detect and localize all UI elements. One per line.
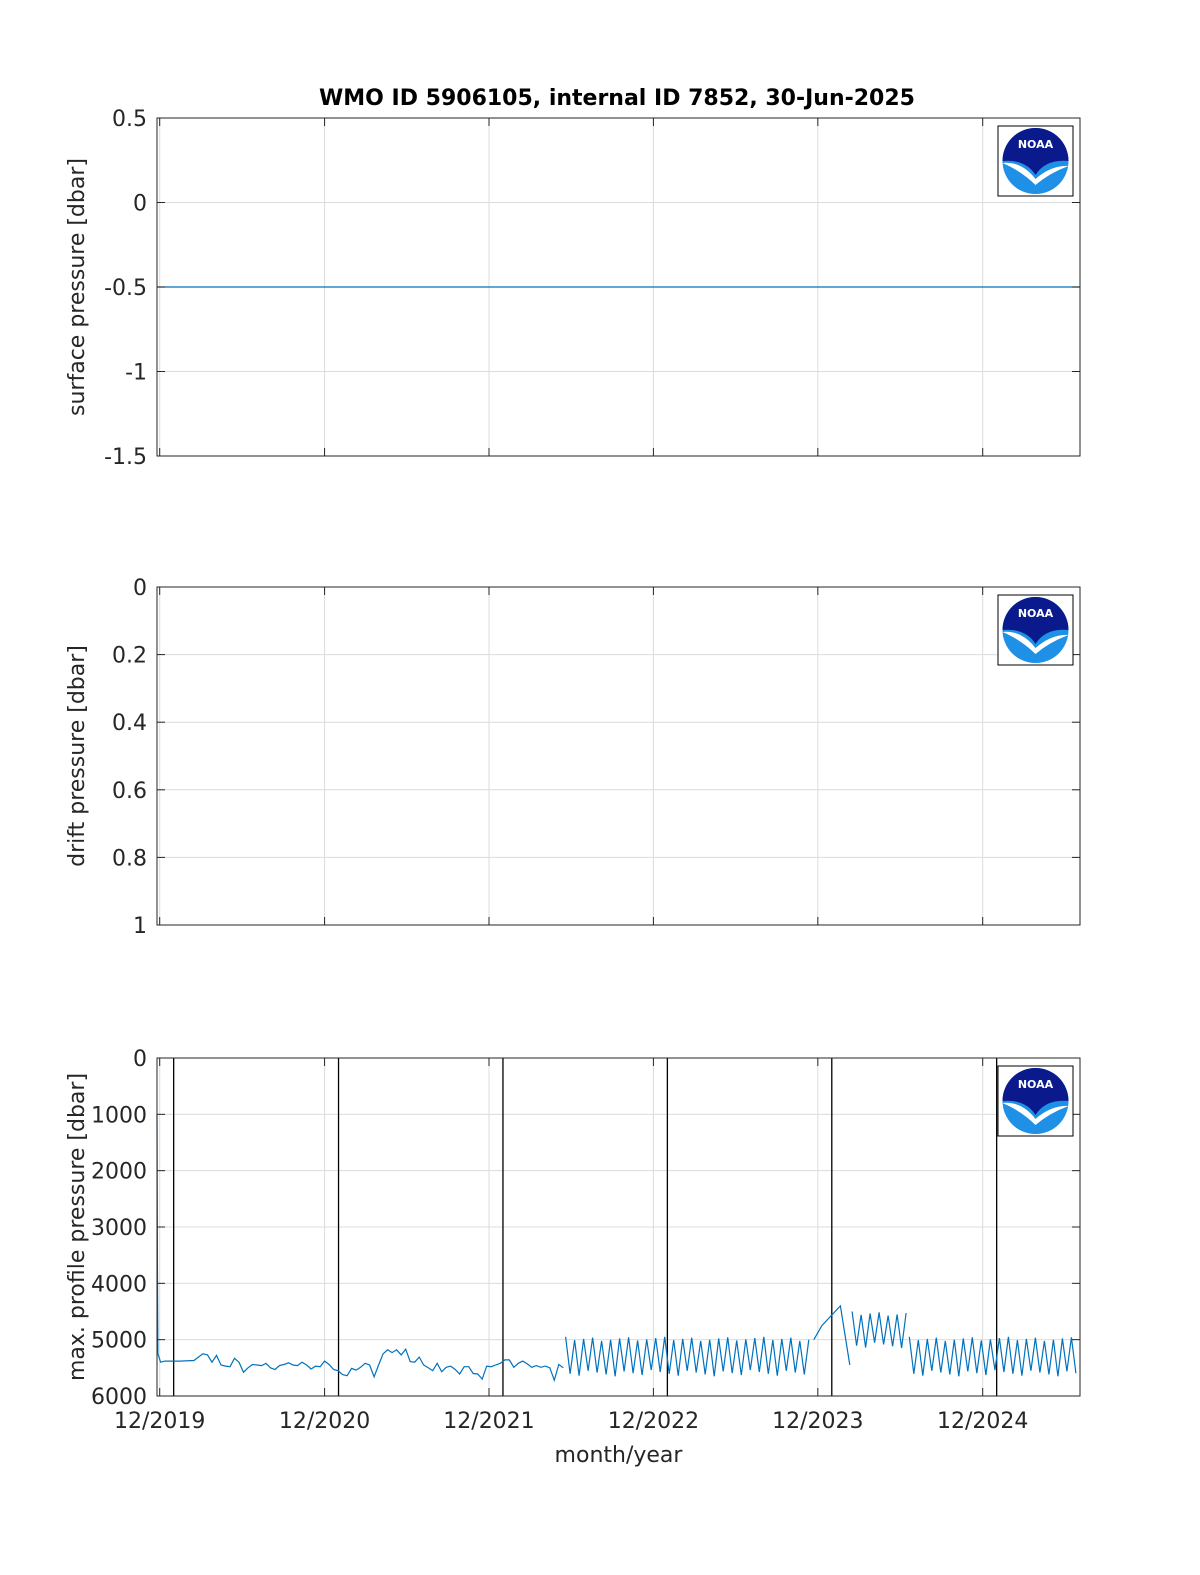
plot-frame [156, 117, 1081, 457]
series-line-dense [565, 1336, 810, 1377]
noaa-logo-icon: NOAA [997, 594, 1074, 666]
series-line-transition [813, 1304, 851, 1366]
noaa-logo-icon: NOAA [997, 125, 1074, 197]
y-tick-label: 0 [133, 1047, 147, 1072]
noaa-logo-text: NOAA [1018, 607, 1054, 620]
y-tick-label: 1 [133, 914, 147, 939]
y-tick-label: 0.2 [112, 644, 147, 669]
y-tick-label: 2000 [91, 1160, 147, 1185]
x-axis-label: month/year [555, 1443, 684, 1468]
series-line-dense [851, 1311, 907, 1349]
x-tick-label: 12/2020 [279, 1409, 370, 1434]
y-tick-label: -0.5 [104, 276, 147, 301]
x-tick-label: 12/2024 [937, 1409, 1028, 1434]
y-tick-label: 1000 [91, 1103, 147, 1128]
y-tick-label: 0.8 [112, 846, 147, 871]
y-tick-label: 0 [133, 576, 147, 601]
plot-frame [156, 586, 1081, 926]
y-tick-label: -1 [125, 361, 147, 386]
noaa-logo-text: NOAA [1018, 138, 1054, 151]
y-tick-label: 0.6 [112, 779, 147, 804]
y-tick-label: -1.5 [104, 445, 147, 470]
y-tick-label: 6000 [91, 1385, 147, 1410]
y-axis-label: surface pressure [dbar] [65, 158, 90, 416]
y-tick-label: 3000 [91, 1216, 147, 1241]
figure-title: WMO ID 5906105, internal ID 7852, 30-Jun… [319, 86, 915, 111]
x-tick-label: 12/2022 [608, 1409, 699, 1434]
x-tick-label: 12/2019 [114, 1409, 205, 1434]
y-axis-label: drift pressure [dbar] [65, 645, 90, 867]
y-tick-label: 0 [133, 192, 147, 217]
noaa-logo-icon: NOAA [997, 1065, 1074, 1137]
y-tick-label: 4000 [91, 1272, 147, 1297]
x-tick-label: 12/2021 [443, 1409, 534, 1434]
y-axis-label: max. profile pressure [dbar] [65, 1073, 90, 1381]
panel-drift-pressure: 0 0.2 0.4 0.6 0.8 1 drift pressure [dbar] NOA… [65, 576, 1081, 939]
plot-frame [156, 1057, 1081, 1397]
y-tick-label: 0.4 [112, 711, 147, 736]
noaa-logo-text: NOAA [1018, 1078, 1054, 1091]
y-tick-label: 5000 [91, 1329, 147, 1354]
series-line-dense [908, 1336, 1077, 1377]
x-tick-label: 12/2023 [772, 1409, 863, 1434]
series-line [156, 1114, 564, 1383]
panel-surface-pressure: 0.5 0 -0.5 -1 -1.5 surface pressure [dbar] N… [65, 107, 1081, 470]
y-tick-label: 0.5 [112, 107, 147, 132]
